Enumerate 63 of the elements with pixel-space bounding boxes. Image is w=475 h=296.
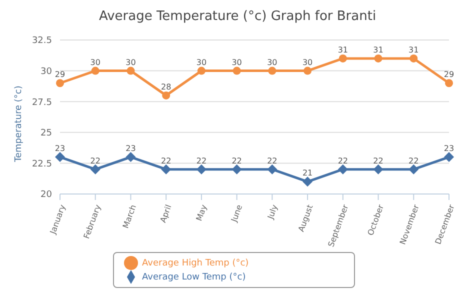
data-label: 29: [444, 70, 454, 80]
data-label: 30: [126, 58, 136, 67]
point: [338, 164, 348, 174]
legend-label: Average Low Temp (°c): [142, 272, 246, 282]
point: [91, 66, 100, 75]
data-label: 22: [160, 156, 172, 166]
point: [162, 91, 170, 100]
data-label: 22: [408, 156, 419, 166]
point: [445, 79, 453, 88]
data-label: 22: [232, 156, 242, 166]
data-label: 22: [373, 156, 384, 166]
data-label: 30: [267, 58, 278, 67]
x-tick-label: March: [121, 204, 138, 230]
data-label: 30: [90, 58, 100, 67]
data-label: 29: [54, 70, 66, 80]
chart-title: Average Temperature (°c) Graph for Branti: [98, 8, 378, 26]
y-tick-label: 22.5: [32, 159, 52, 170]
point: [90, 164, 100, 174]
point: [56, 79, 64, 88]
legend-label: Average High Temp (°c): [142, 258, 249, 268]
x-tick-label: June: [229, 203, 244, 224]
point: [196, 164, 206, 174]
data-label: 28: [160, 82, 172, 92]
point: [267, 164, 278, 174]
data-label: 22: [90, 156, 100, 166]
point: [338, 54, 347, 62]
point: [304, 66, 312, 75]
point: [126, 152, 136, 162]
point: [444, 152, 454, 162]
data-label: 21: [302, 168, 313, 178]
point: [373, 164, 384, 174]
data-label: 22: [267, 156, 278, 166]
point: [408, 164, 419, 174]
y-tick-label: 27.5: [32, 98, 52, 108]
data-label: 31: [338, 45, 348, 54]
point: [268, 66, 276, 75]
point: [374, 54, 382, 62]
y-tick-label: 25: [40, 128, 52, 139]
data-label: 23: [444, 144, 454, 154]
data-label: 30: [196, 58, 207, 67]
x-tick-label: April: [158, 204, 174, 224]
point: [410, 54, 418, 62]
data-label: 31: [373, 45, 384, 54]
data-label: 23: [126, 144, 136, 154]
point: [55, 152, 65, 162]
y-tick-label: 32.5: [32, 36, 52, 46]
point: [126, 66, 135, 75]
x-tick-label: July: [266, 203, 280, 222]
point: [232, 164, 242, 174]
data-label: 30: [232, 58, 242, 67]
data-label: 23: [54, 144, 66, 154]
x-tick-label: May: [194, 203, 209, 222]
point: [161, 164, 172, 174]
data-label: 22: [196, 156, 207, 166]
data-label: 30: [302, 58, 313, 67]
point: [232, 66, 241, 75]
data-label: 22: [338, 156, 348, 166]
y-tick-label: 20: [40, 190, 52, 200]
y-tick-label: 30: [40, 66, 52, 77]
data-label: 31: [408, 45, 419, 54]
y-axis-title: Temperature (°c): [14, 86, 24, 163]
point: [197, 66, 206, 75]
point: [302, 176, 313, 187]
